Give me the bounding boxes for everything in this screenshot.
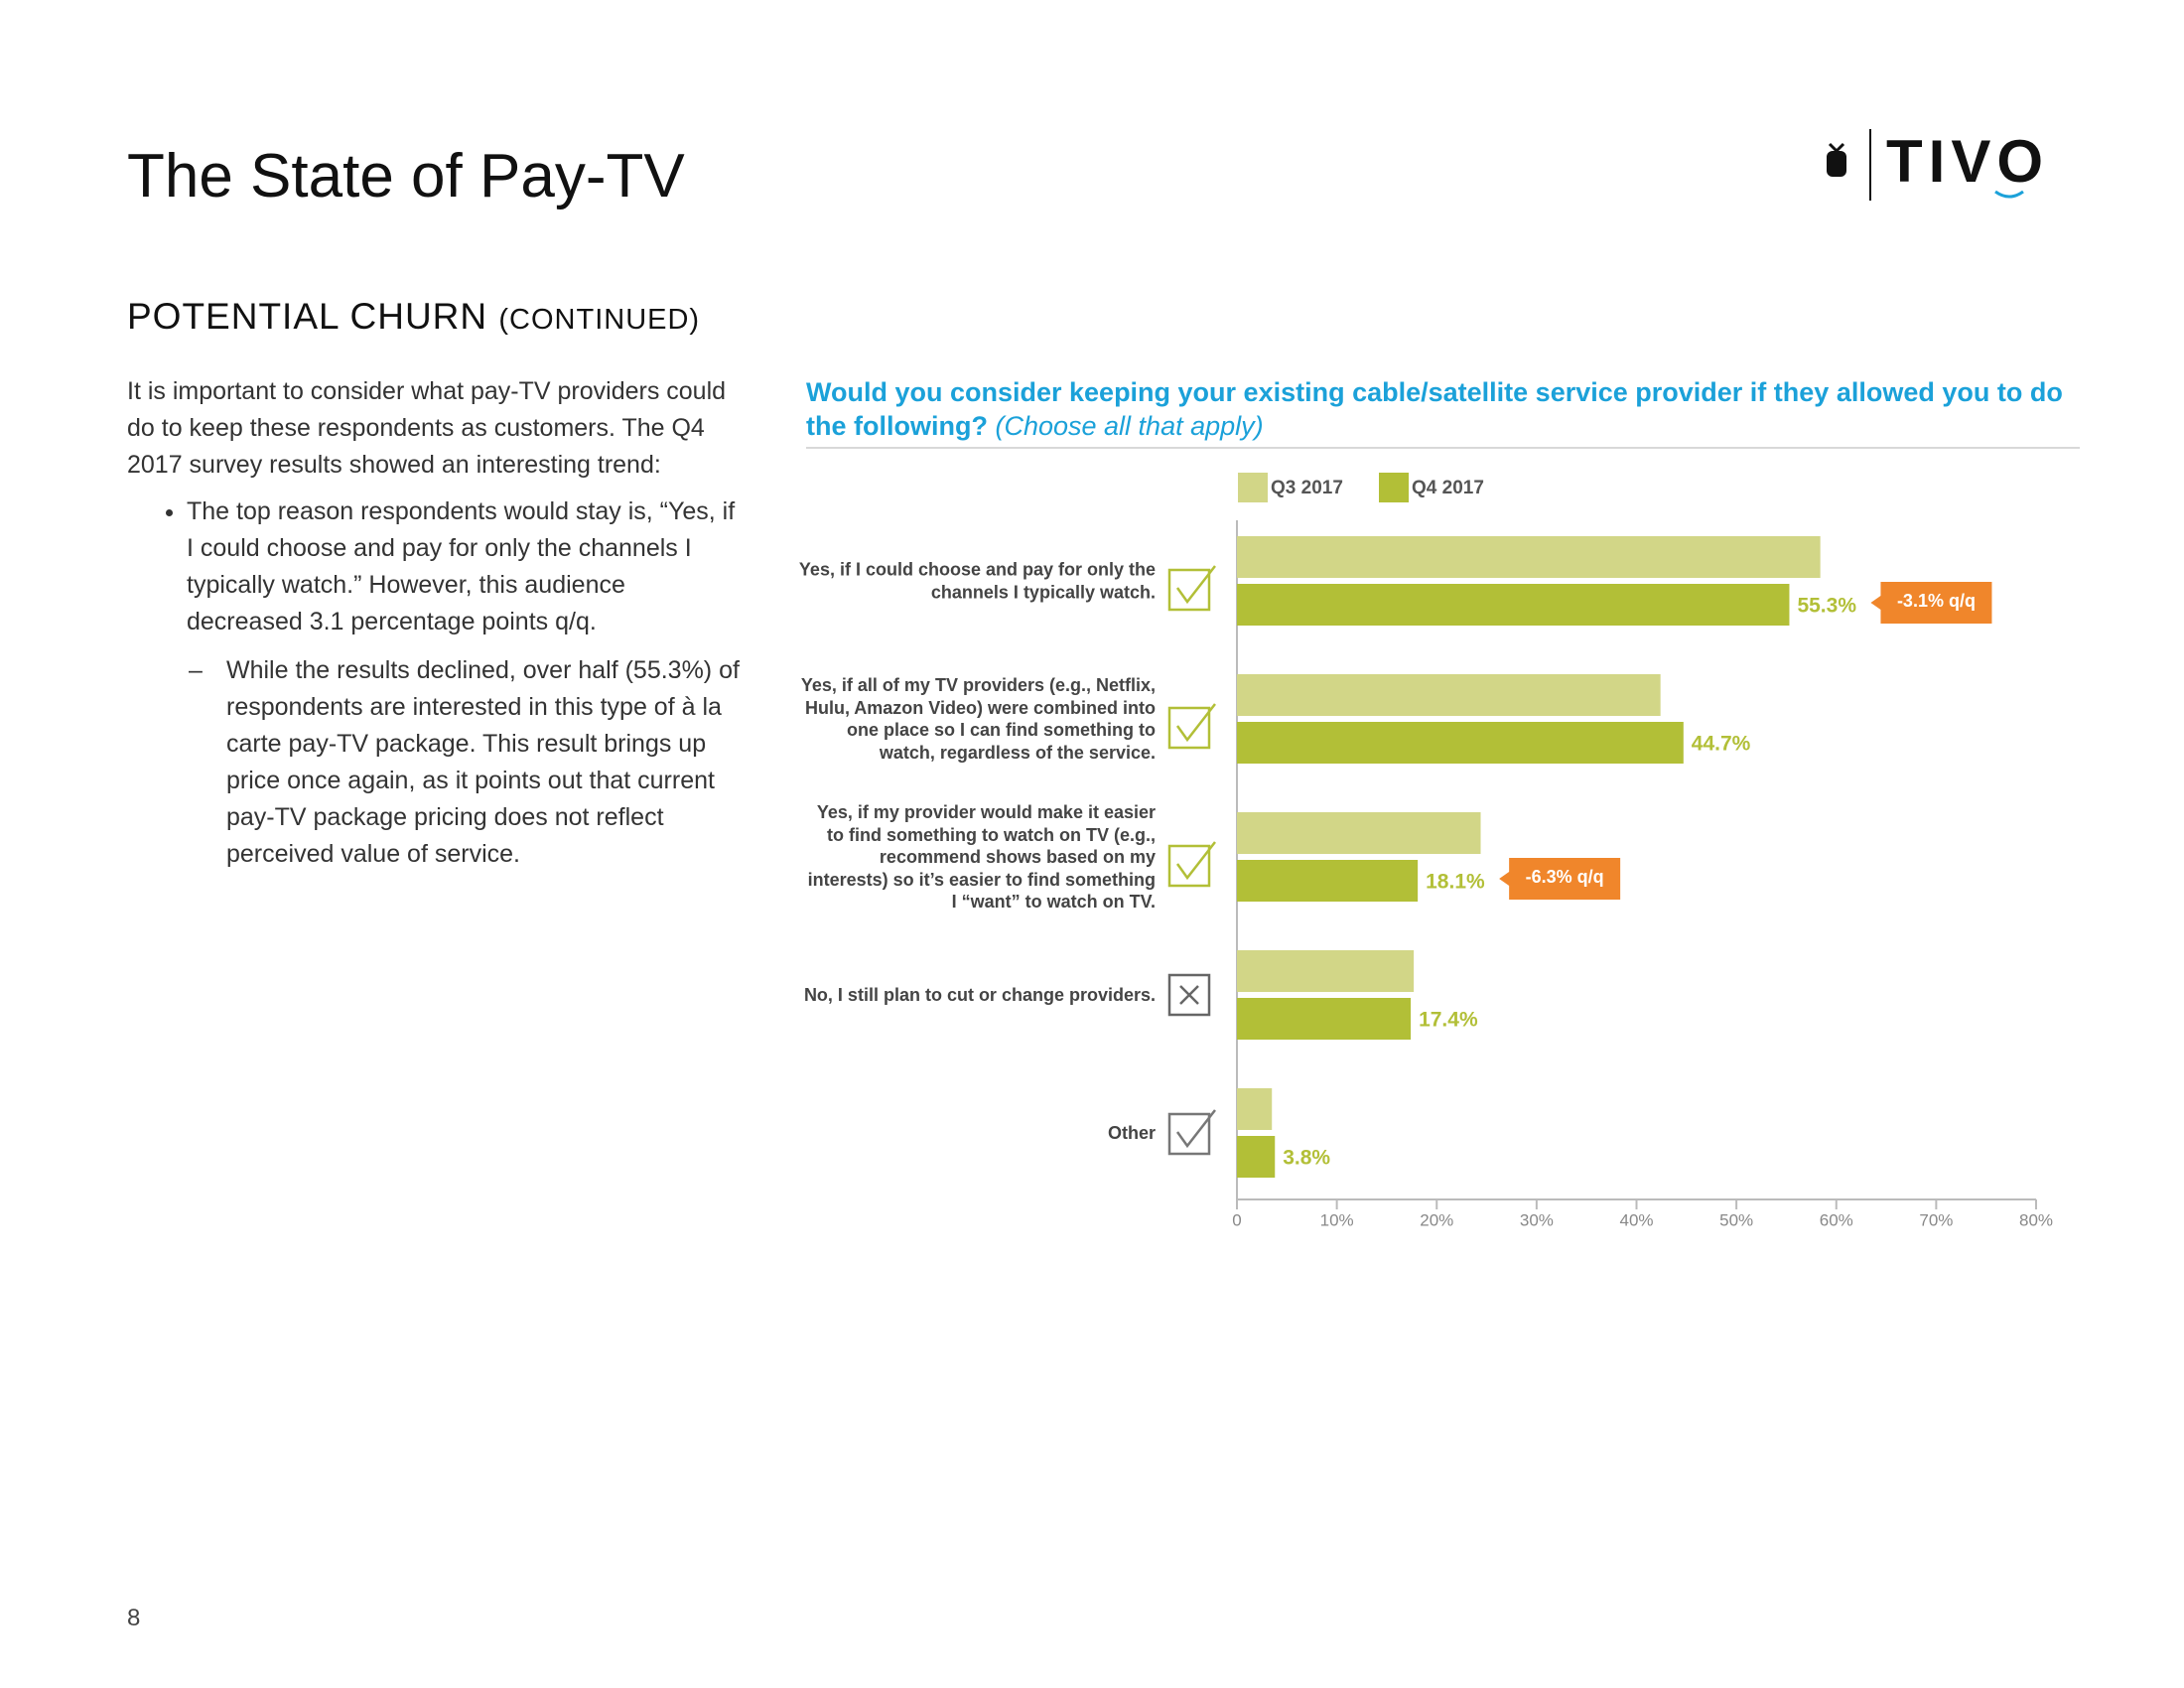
section-heading: POTENTIAL CHURN (CONTINUED): [127, 296, 700, 338]
category-label: Yes, if all of my TV providers (e.g., Ne…: [800, 675, 1156, 763]
value-label: 44.7%: [1692, 733, 1751, 756]
legend-label: Q3 2017: [1271, 478, 1343, 498]
chart-subtitle: (Choose all that apply): [995, 411, 1264, 441]
bullet: The top reason respondents would stay is…: [187, 493, 743, 873]
value-label: 18.1%: [1426, 871, 1485, 894]
chart-title: Would you consider keeping your existing…: [806, 377, 2063, 441]
bar: [1237, 536, 1821, 578]
category-label: No, I still plan to cut or change provid…: [803, 984, 1156, 1005]
x-tick-label: 80%: [2019, 1210, 2053, 1229]
bar: [1237, 812, 1481, 854]
x-tick-label: 0: [1232, 1210, 1241, 1229]
page-number: 8: [127, 1605, 141, 1631]
x-tick-label: 30%: [1520, 1210, 1554, 1229]
bar: [1237, 950, 1415, 992]
bar: [1237, 1088, 1273, 1130]
heading-note: (CONTINUED): [498, 304, 701, 336]
x-tick-label: 60%: [1820, 1210, 1853, 1229]
legend-swatch: [1379, 473, 1409, 502]
x-tick-label: 40%: [1619, 1210, 1653, 1229]
category-label: Yes, if my provider would make it easier…: [807, 801, 1156, 912]
sub-bullet: While the results declined, over half (5…: [189, 652, 743, 873]
x-tick-label: 50%: [1719, 1210, 1753, 1229]
annotation-box: [1870, 582, 1992, 624]
legend-swatch: [1238, 473, 1268, 502]
chart-question: Would you consider keeping your existing…: [806, 375, 2087, 443]
annotation: -3.1% q/q: [1897, 591, 1976, 611]
logo-icon: [1827, 129, 2024, 201]
icons: [1167, 565, 1216, 1156]
annotation: -6.3% q/q: [1526, 867, 1604, 887]
x-tick-label: 10%: [1320, 1210, 1354, 1229]
legend-label: Q4 2017: [1412, 478, 1484, 498]
category-label: Other: [1107, 1122, 1156, 1143]
logo: TIVO: [1886, 128, 2049, 195]
value-label: 55.3%: [1797, 595, 1856, 618]
bar: [1237, 584, 1790, 626]
value-label: 3.8%: [1283, 1147, 1330, 1170]
x-tick-label: 20%: [1420, 1210, 1453, 1229]
heading: POTENTIAL CHURN: [127, 296, 488, 337]
body-text: It is important to consider what pay-TV …: [127, 373, 743, 885]
page-title: The State of Pay-TV: [127, 142, 685, 211]
bullet-text: The top reason respondents would stay is…: [187, 497, 736, 635]
bar: [1237, 674, 1661, 716]
bar: [1237, 998, 1412, 1040]
category-label: Yes, if I could choose and pay for only …: [798, 559, 1156, 603]
bullets: The top reason respondents would stay is…: [127, 493, 743, 873]
value-label: 17.4%: [1419, 1009, 1478, 1032]
bar: [1237, 722, 1684, 764]
bar: [1237, 860, 1419, 902]
x-tick-label: 70%: [1919, 1210, 1953, 1229]
annotation-box: [1499, 858, 1621, 900]
intro: It is important to consider what pay-TV …: [127, 377, 727, 479]
bar: [1237, 1136, 1276, 1178]
